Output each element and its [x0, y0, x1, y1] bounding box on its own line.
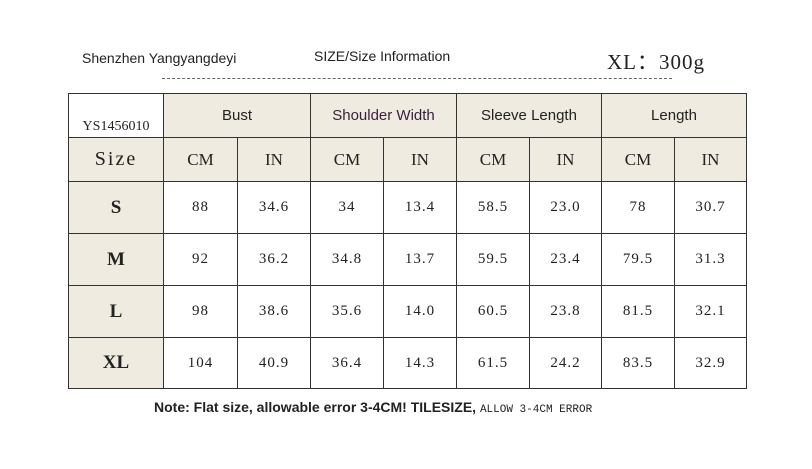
size-name: XL [69, 338, 164, 389]
unit-header: IN [238, 138, 311, 182]
divider [162, 78, 672, 79]
size-label: Size [69, 138, 164, 182]
unit-header: CM [311, 138, 384, 182]
measure: 61.5 [457, 338, 530, 389]
group-header: Shoulder Width [311, 94, 457, 138]
measure: 40.9 [238, 338, 311, 389]
measure: 23.4 [530, 234, 602, 286]
measure: 78 [602, 182, 675, 234]
measure: 30.7 [675, 182, 747, 234]
note-text: Note: Flat size, allowable error 3-4CM! … [154, 399, 477, 415]
measure: 32.9 [675, 338, 747, 389]
size-table: YS1456010 Bust Shoulder Width Sleeve Length… [68, 93, 747, 389]
group-header: Length [602, 94, 747, 138]
measure: 24.2 [530, 338, 602, 389]
measure: 60.5 [457, 286, 530, 338]
unit-header: CM [164, 138, 238, 182]
unit-header: IN [675, 138, 747, 182]
title: SIZE/Size Information [314, 48, 451, 64]
measure: 92 [164, 234, 238, 286]
measure: 13.4 [384, 182, 457, 234]
measure: 58.5 [457, 182, 530, 234]
measure: 83.5 [602, 338, 675, 389]
unit-header: CM [457, 138, 530, 182]
measure: 104 [164, 338, 238, 389]
weight: XL：300g [607, 50, 705, 74]
measure: 81.5 [602, 286, 675, 338]
measure: 79.5 [602, 234, 675, 286]
unit-header: IN [530, 138, 602, 182]
measure: 14.0 [384, 286, 457, 338]
brand: Shenzhen Yangyangdeyi [82, 50, 237, 66]
measure: 32.1 [675, 286, 747, 338]
measure: 23.8 [530, 286, 602, 338]
measure: 36.2 [238, 234, 311, 286]
unit-header: IN [384, 138, 457, 182]
group-header: Bust [164, 94, 311, 138]
measure: 23.0 [530, 182, 602, 234]
code-cell: YS1456010 [69, 94, 164, 138]
note-suffix: ALLOW 3-4CM ERROR [479, 404, 593, 416]
measure: 13.7 [384, 234, 457, 286]
measure: 36.4 [311, 338, 384, 389]
size-name: L [69, 286, 164, 338]
measure: 88 [164, 182, 238, 234]
measure: 59.5 [457, 234, 530, 286]
measure: 31.3 [675, 234, 747, 286]
group-header: Sleeve Length [457, 94, 602, 138]
note: Note: Flat size, allowable error 3-4CM! … [154, 399, 592, 416]
measure: 98 [164, 286, 238, 338]
unit-header: CM [602, 138, 675, 182]
measure: 34 [311, 182, 384, 234]
measure: 35.6 [311, 286, 384, 338]
measure: 34.8 [311, 234, 384, 286]
size-name: M [69, 234, 164, 286]
measure: 14.3 [384, 338, 457, 389]
measure: 38.6 [238, 286, 311, 338]
size-name: S [69, 182, 164, 234]
measure: 34.6 [238, 182, 311, 234]
